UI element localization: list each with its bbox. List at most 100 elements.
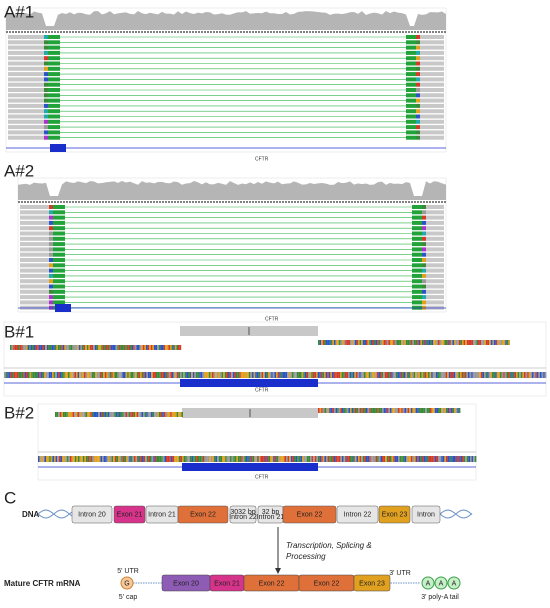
base bbox=[57, 456, 59, 462]
base bbox=[103, 372, 105, 378]
base bbox=[158, 345, 161, 350]
base bbox=[177, 456, 179, 462]
base bbox=[54, 456, 56, 462]
track-frame bbox=[17, 177, 447, 313]
base bbox=[76, 456, 78, 462]
read bbox=[20, 268, 51, 273]
base bbox=[474, 340, 477, 345]
base bbox=[326, 340, 328, 345]
read-split bbox=[48, 109, 60, 114]
base bbox=[410, 456, 413, 462]
read-split bbox=[53, 300, 65, 305]
base bbox=[289, 456, 291, 462]
base bbox=[162, 372, 164, 378]
base bbox=[474, 372, 476, 378]
base bbox=[189, 372, 192, 378]
base bbox=[541, 372, 544, 378]
base bbox=[402, 408, 405, 413]
base bbox=[327, 456, 330, 462]
base bbox=[244, 456, 246, 462]
read-split bbox=[53, 210, 65, 215]
read bbox=[8, 125, 46, 130]
base bbox=[462, 340, 464, 345]
base bbox=[326, 408, 328, 413]
base bbox=[205, 372, 208, 378]
base bbox=[498, 372, 500, 378]
read-split bbox=[412, 231, 422, 236]
base bbox=[34, 345, 36, 350]
base bbox=[463, 456, 466, 462]
base bbox=[348, 408, 350, 413]
base bbox=[118, 345, 121, 350]
base bbox=[407, 456, 410, 462]
base bbox=[77, 345, 79, 350]
base bbox=[346, 340, 349, 345]
read bbox=[8, 93, 46, 98]
base bbox=[83, 345, 86, 350]
base bbox=[512, 372, 515, 378]
base bbox=[276, 372, 278, 378]
base bbox=[12, 372, 14, 378]
base bbox=[38, 345, 41, 350]
base bbox=[492, 340, 494, 345]
read-mismatch bbox=[422, 295, 426, 300]
base bbox=[126, 456, 128, 462]
base bbox=[102, 456, 104, 462]
base bbox=[370, 408, 373, 413]
read-mismatch bbox=[44, 119, 48, 124]
base bbox=[528, 372, 531, 378]
read bbox=[420, 125, 444, 130]
base bbox=[83, 412, 86, 417]
base bbox=[375, 372, 377, 378]
base bbox=[356, 408, 358, 413]
read-mismatch bbox=[49, 242, 53, 247]
base bbox=[163, 412, 166, 417]
base bbox=[442, 340, 445, 345]
base bbox=[199, 372, 201, 378]
read-split bbox=[48, 66, 60, 71]
base bbox=[318, 340, 320, 345]
base bbox=[130, 412, 132, 417]
base bbox=[212, 456, 214, 462]
base bbox=[223, 456, 226, 462]
base bbox=[82, 456, 85, 462]
base bbox=[86, 456, 88, 462]
base bbox=[447, 372, 449, 378]
base bbox=[61, 412, 63, 417]
read-mismatch bbox=[49, 279, 53, 284]
base bbox=[532, 372, 534, 378]
base bbox=[445, 372, 448, 378]
base bbox=[407, 372, 409, 378]
base bbox=[471, 372, 473, 378]
base bbox=[176, 372, 179, 378]
base bbox=[436, 340, 438, 345]
base bbox=[466, 456, 469, 462]
base bbox=[269, 372, 272, 378]
base bbox=[474, 456, 477, 462]
base bbox=[485, 372, 488, 378]
base bbox=[383, 372, 385, 378]
base bbox=[343, 372, 345, 378]
base bbox=[415, 456, 418, 462]
base bbox=[104, 412, 107, 417]
read-split bbox=[406, 114, 416, 119]
base bbox=[50, 372, 52, 378]
base bbox=[461, 372, 464, 378]
read bbox=[420, 56, 444, 61]
read bbox=[20, 289, 51, 294]
exon bbox=[182, 463, 318, 471]
read-mismatch bbox=[416, 77, 420, 82]
base bbox=[104, 345, 106, 350]
base bbox=[540, 372, 542, 378]
base bbox=[105, 456, 107, 462]
base bbox=[292, 456, 294, 462]
base bbox=[439, 372, 441, 378]
base bbox=[455, 372, 457, 378]
base bbox=[58, 412, 60, 417]
base bbox=[181, 412, 183, 417]
read-mismatch bbox=[416, 82, 420, 87]
base bbox=[24, 345, 26, 350]
read-split bbox=[406, 103, 416, 108]
read-mismatch bbox=[44, 93, 48, 98]
base bbox=[156, 456, 158, 462]
